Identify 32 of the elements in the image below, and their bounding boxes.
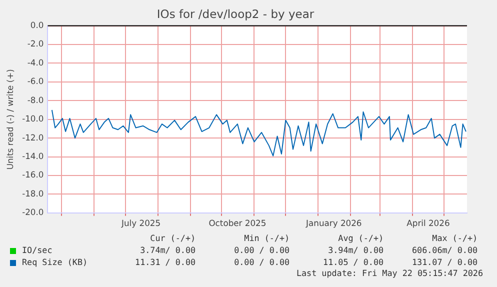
- text: Avg (-/+): [337, 232, 384, 244]
- y-tick-label: -6.0: [27, 76, 44, 86]
- text: 3.74m/ 0.00: [139, 244, 196, 256]
- y-tick-label: -4.0: [27, 57, 44, 68]
- text: 0.00 / 0.00: [233, 244, 290, 256]
- legend-label: Req Size (KB): [21, 256, 89, 268]
- y-tick-label: -8.0: [27, 94, 44, 105]
- y-tick-label: -16.0: [22, 170, 44, 180]
- y-tick-label: -10.0: [22, 114, 44, 124]
- y-tick-label: -14.0: [22, 150, 44, 161]
- text: 606.06m/ 0.00: [411, 244, 478, 256]
- x-tick-label: July 2025: [120, 218, 161, 228]
- x-tick-label: October 2025: [208, 218, 266, 228]
- y-tick-label: -2.0: [27, 38, 44, 49]
- text: Min (-/+): [243, 232, 290, 244]
- text: Cur (-/+): [149, 232, 196, 244]
- text: 131.07 / 0.00: [411, 256, 478, 268]
- text: 3.94m/ 0.00: [327, 244, 384, 256]
- y-tick-label: -12.0: [22, 132, 44, 142]
- legend-label: IO/sec: [21, 244, 54, 256]
- y-tick-label: -20.0: [22, 207, 44, 218]
- x-tick-label: April 2026: [406, 218, 450, 228]
- y-tick-label: -18.0: [22, 188, 44, 198]
- chart-title: IOs for /dev/loop2 - by year: [156, 6, 314, 21]
- text: Last update: Fri May 22 05:15:47 2026: [295, 268, 483, 278]
- text: Max (-/+): [431, 232, 478, 244]
- text: 0.00 / 0.00: [233, 256, 290, 268]
- x-tick-label: January 2026: [305, 218, 362, 228]
- y-axis-title: Units read (-) / write (+): [5, 69, 16, 170]
- y-tick-label: 0.0: [30, 20, 44, 30]
- text: 11.05 / 0.00: [322, 256, 384, 268]
- text: 11.31 / 0.00: [134, 256, 196, 268]
